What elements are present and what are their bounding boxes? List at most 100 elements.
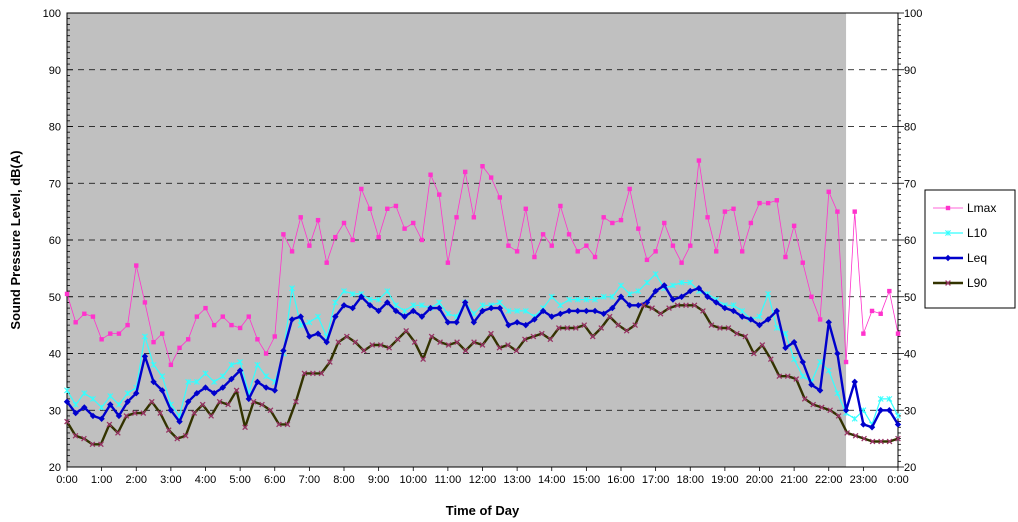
- data-point-l10: [436, 299, 443, 306]
- data-point-leq: [782, 344, 789, 352]
- data-point-lmax: [237, 325, 243, 331]
- data-point-leq: [133, 390, 140, 397]
- data-point-l90: [386, 344, 393, 351]
- data-point-leq: [678, 293, 685, 300]
- data-point-leq: [98, 415, 105, 422]
- x-tick-label: 23:00: [850, 474, 878, 486]
- data-point-l90: [191, 410, 198, 416]
- data-point-leq: [669, 296, 677, 303]
- data-point-leq: [790, 338, 798, 346]
- data-point-lmax: [765, 200, 771, 206]
- data-point-l90: [216, 398, 223, 405]
- data-point-lmax: [791, 223, 797, 229]
- data-point-l10: [107, 393, 114, 400]
- data-point-lmax: [480, 164, 485, 169]
- data-point-lmax: [194, 314, 200, 319]
- data-point-leq: [505, 321, 512, 329]
- data-point-leq: [72, 409, 79, 417]
- data-point-lmax: [255, 337, 260, 342]
- y-tick-label-left: 20: [49, 462, 61, 474]
- y-tick-label-left: 50: [49, 292, 61, 304]
- data-point-l10: [185, 378, 192, 385]
- data-point-l10: [851, 415, 858, 422]
- data-point-l90: [242, 424, 248, 431]
- data-point-leq: [721, 304, 729, 312]
- x-tick-label: 14:00: [538, 474, 566, 486]
- data-point-leq: [565, 307, 573, 315]
- data-point-lmax: [575, 249, 580, 254]
- data-point-lmax: [757, 200, 762, 206]
- x-tick-label: 10:00: [399, 474, 427, 486]
- data-point-lmax: [64, 291, 70, 297]
- data-point-l10: [98, 404, 105, 411]
- x-tick-label: 12:00: [469, 474, 497, 486]
- data-point-lmax: [722, 209, 728, 214]
- data-point-l90: [72, 432, 79, 439]
- data-point-leq: [574, 307, 581, 315]
- data-point-l10: [263, 373, 270, 380]
- data-point-l90: [640, 302, 647, 309]
- series-l10: [64, 271, 901, 428]
- data-point-lmax: [610, 220, 615, 226]
- data-point-leq: [436, 304, 443, 312]
- x-tick-label: 3:00: [160, 474, 181, 486]
- data-point-l90: [310, 370, 316, 377]
- data-point-l10: [618, 282, 624, 289]
- data-point-leq: [176, 418, 183, 425]
- data-point-l90: [293, 398, 299, 405]
- data-point-lmax: [454, 215, 459, 220]
- data-point-leq: [401, 313, 408, 320]
- data-point-l90: [767, 356, 774, 363]
- data-point-lmax: [783, 254, 788, 260]
- data-point-l10: [150, 361, 157, 368]
- data-point-leq: [609, 304, 616, 312]
- data-point-l90: [691, 302, 698, 309]
- data-point-l90: [708, 322, 715, 328]
- x-tick-label: 22:00: [815, 474, 843, 486]
- data-point-l90: [428, 333, 435, 340]
- data-point-lmax: [125, 322, 130, 328]
- data-point-leq: [271, 387, 278, 394]
- data-point-leq: [81, 404, 88, 411]
- data-point-l90: [793, 376, 800, 382]
- data-point-lmax: [714, 249, 719, 254]
- data-point-l90: [284, 421, 291, 428]
- data-point-l90: [759, 342, 766, 348]
- legend-label-leq: Leq: [967, 251, 987, 265]
- data-point-l90: [734, 330, 740, 337]
- data-point-l90: [64, 418, 70, 425]
- data-point-leq: [159, 387, 166, 394]
- data-point-l10: [159, 373, 166, 380]
- data-point-l10: [115, 401, 122, 408]
- data-point-lmax: [636, 226, 641, 231]
- y-tick-label-right: 50: [904, 292, 916, 304]
- data-point-l90: [717, 325, 723, 331]
- y-tick-label-left: 90: [49, 65, 61, 77]
- data-point-leq: [236, 367, 244, 374]
- data-point-leq: [89, 412, 97, 420]
- data-point-lmax: [185, 337, 191, 342]
- data-point-lmax: [506, 243, 511, 248]
- y-tick-label-right: 80: [904, 122, 916, 134]
- data-point-l10: [635, 288, 642, 295]
- data-point-l90: [623, 327, 630, 334]
- data-point-l90: [471, 339, 477, 346]
- data-point-l90: [81, 435, 87, 442]
- x-tick-label: 15:00: [573, 474, 601, 486]
- data-point-l90: [411, 339, 418, 346]
- data-point-l90: [488, 330, 494, 337]
- data-point-l10: [548, 293, 555, 300]
- data-point-l90: [844, 430, 850, 436]
- data-point-leq: [799, 358, 806, 366]
- data-point-l10: [730, 302, 737, 309]
- data-point-leq: [288, 316, 296, 323]
- data-point-l10: [124, 390, 131, 397]
- data-point-l90: [106, 421, 113, 428]
- legend-swatch-marker: [945, 230, 951, 236]
- data-point-leq: [860, 421, 867, 428]
- data-point-l90: [538, 330, 545, 337]
- data-point-leq: [747, 316, 755, 323]
- data-point-l10: [592, 296, 598, 303]
- data-point-l90: [445, 342, 452, 348]
- data-point-lmax: [108, 331, 113, 336]
